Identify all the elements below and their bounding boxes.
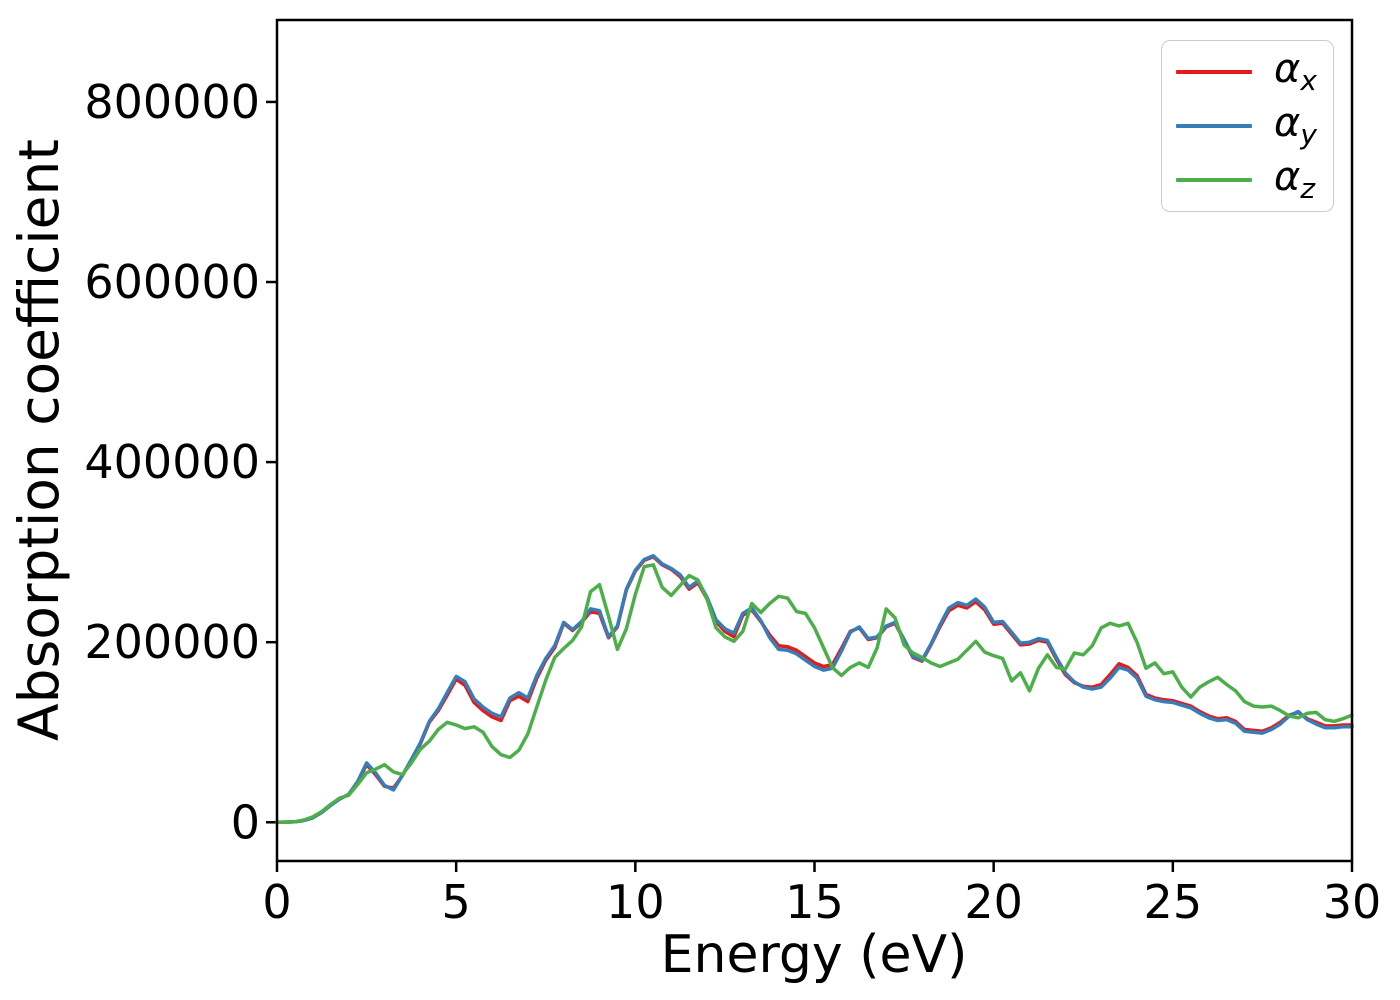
series-line-alpha-z [275,563,1354,825]
y-tick-label: 800000 [84,75,260,129]
y-tick-label: 0 [231,795,260,849]
x-tick-label: 10 [606,875,665,929]
series-line-alpha-x [275,554,1354,825]
alpha-symbol: α [1274,46,1301,92]
x-tick-label: 25 [1144,875,1203,929]
y-tick-label: 400000 [84,435,260,489]
legend-line-alpha-x [1176,70,1252,74]
axis-ticks: 0 5 10 15 20 25 30 0 200000 400000 600000 800000 [84,75,1381,929]
x-tick-label: 0 [262,875,291,929]
legend-line-alpha-y [1176,124,1252,128]
plot-frame [275,18,1354,863]
x-tick-label: 5 [442,875,471,929]
x-tick-label: 15 [785,875,844,929]
alpha-subscript-y: y [1300,118,1317,151]
y-tick-label: 200000 [84,615,260,669]
legend-line-alpha-z [1176,178,1252,182]
legend-item-alpha-x: αx [1162,46,1333,98]
legend-item-alpha-z: αz [1162,154,1333,206]
x-tick-label: 30 [1323,875,1382,929]
alpha-subscript-x: x [1300,64,1317,97]
legend-label-alpha-x: αx [1274,49,1317,95]
x-tick-label: 20 [964,875,1023,929]
alpha-symbol: α [1274,100,1301,146]
alpha-subscript-z: z [1300,172,1316,205]
y-axis-label: Absorption coefficient [7,139,71,741]
alpha-symbol: α [1274,154,1301,200]
legend-item-alpha-y: αy [1162,100,1333,152]
series-lines [275,554,1354,825]
y-tick-label: 600000 [84,255,260,309]
legend: αx αy αz [1161,40,1334,212]
legend-label-alpha-z: αz [1274,157,1315,203]
x-axis-label: Energy (eV) [661,925,968,985]
series-line-alpha-y [275,554,1354,825]
legend-label-alpha-y: αy [1274,103,1317,149]
